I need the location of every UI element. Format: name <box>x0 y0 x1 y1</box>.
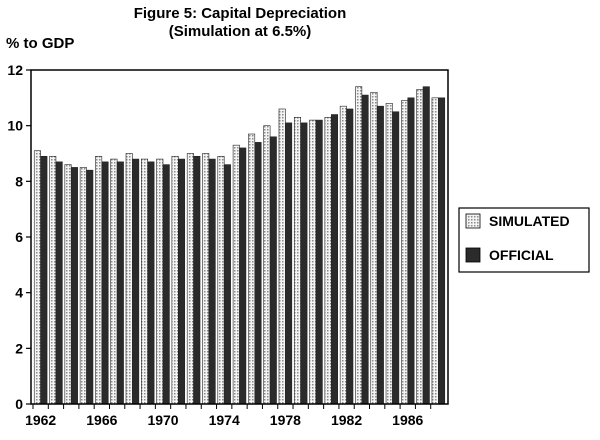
bar-official-1979 <box>300 122 308 405</box>
legend-box <box>458 207 590 273</box>
bar-simulated-1969 <box>141 158 149 405</box>
bar-official-1970 <box>162 164 170 405</box>
legend-label-official: OFFICIAL <box>489 247 554 263</box>
x-tick-label-1978: 1978 <box>270 412 301 428</box>
bar-official-1976 <box>254 142 262 405</box>
chart-title: Figure 5: Capital Depreciation <box>134 5 347 22</box>
y-tick-label-10: 10 <box>7 118 23 134</box>
bar-official-1987 <box>422 86 430 405</box>
y-axis-ticks: 0 2 4 6 8 10 12 <box>7 62 31 412</box>
x-axis-ticks: 1962 1966 1970 1974 1978 1982 1986 <box>25 404 432 428</box>
bar-simulated-1981 <box>324 117 332 405</box>
x-tick-label-1970: 1970 <box>147 412 178 428</box>
chart-subtitle: (Simulation at 6.5%) <box>169 23 312 40</box>
bar-official-1983 <box>361 94 369 405</box>
bar-simulated-1974 <box>217 155 225 405</box>
x-tick-label-1966: 1966 <box>86 412 117 428</box>
y-axis-label: % to GDP <box>6 35 74 52</box>
plot-frame <box>30 69 449 405</box>
bar-simulated-1980 <box>309 119 317 405</box>
legend-swatch-official <box>465 247 481 263</box>
bar-official-1965 <box>86 169 94 405</box>
bar-official-1967 <box>116 161 124 405</box>
bar-simulated-1975 <box>232 144 240 405</box>
bars-group <box>33 86 446 405</box>
x-tick-label-1962: 1962 <box>25 412 56 428</box>
bar-official-1980 <box>315 119 323 405</box>
bar-official-1964 <box>70 167 78 405</box>
bar-simulated-1986 <box>401 100 409 405</box>
bar-official-1963 <box>55 161 63 405</box>
bar-official-1971 <box>178 158 186 405</box>
x-tick-label-1982: 1982 <box>331 412 362 428</box>
bar-simulated-1979 <box>293 117 301 405</box>
bar-simulated-1987 <box>416 89 424 405</box>
bar-simulated-1967 <box>110 158 118 405</box>
bar-official-1972 <box>193 155 201 405</box>
x-tick-label-1974: 1974 <box>209 412 240 428</box>
bar-official-1977 <box>269 136 277 405</box>
y-tick-label-2: 2 <box>15 340 23 356</box>
bar-simulated-1973 <box>202 153 210 405</box>
bar-simulated-1968 <box>125 153 133 405</box>
y-tick-label-8: 8 <box>15 173 23 189</box>
bar-official-1984 <box>376 105 384 405</box>
y-tick-label-4: 4 <box>15 285 23 301</box>
legend: SIMULATED OFFICIAL <box>458 207 590 273</box>
bar-simulated-1965 <box>79 167 87 405</box>
bar-official-1982 <box>346 108 354 405</box>
bar-simulated-1970 <box>156 158 164 405</box>
legend-label-simulated: SIMULATED <box>489 213 570 229</box>
bar-simulated-1963 <box>49 155 57 405</box>
bar-simulated-1977 <box>263 125 271 405</box>
bar-simulated-1966 <box>95 155 103 405</box>
bar-official-1981 <box>330 114 338 405</box>
bar-official-1975 <box>239 147 247 405</box>
bar-official-1973 <box>208 158 216 405</box>
bar-simulated-1982 <box>339 105 347 405</box>
y-tick-label-6: 6 <box>15 229 23 245</box>
bar-official-1969 <box>147 161 155 405</box>
bar-official-1988 <box>438 97 446 405</box>
bar-simulated-1988 <box>431 97 439 405</box>
bar-simulated-1978 <box>278 108 286 405</box>
bar-official-1962 <box>40 155 48 405</box>
bar-official-1985 <box>392 111 400 405</box>
bar-simulated-1964 <box>64 164 72 405</box>
y-tick-label-12: 12 <box>7 62 23 78</box>
bar-official-1974 <box>223 164 231 405</box>
bar-official-1986 <box>407 97 415 405</box>
bar-official-1968 <box>132 158 140 405</box>
y-tick-label-0: 0 <box>15 396 23 412</box>
bar-simulated-1985 <box>385 103 393 405</box>
bar-official-1978 <box>285 122 293 405</box>
bar-simulated-1983 <box>355 86 363 405</box>
legend-swatch-simulated <box>465 213 481 229</box>
bar-simulated-1972 <box>186 153 194 405</box>
bar-simulated-1962 <box>33 150 41 405</box>
bar-simulated-1984 <box>370 91 378 405</box>
bar-official-1966 <box>101 161 109 405</box>
x-tick-label-1986: 1986 <box>392 412 423 428</box>
bar-simulated-1971 <box>171 155 179 405</box>
bar-simulated-1976 <box>248 133 256 405</box>
